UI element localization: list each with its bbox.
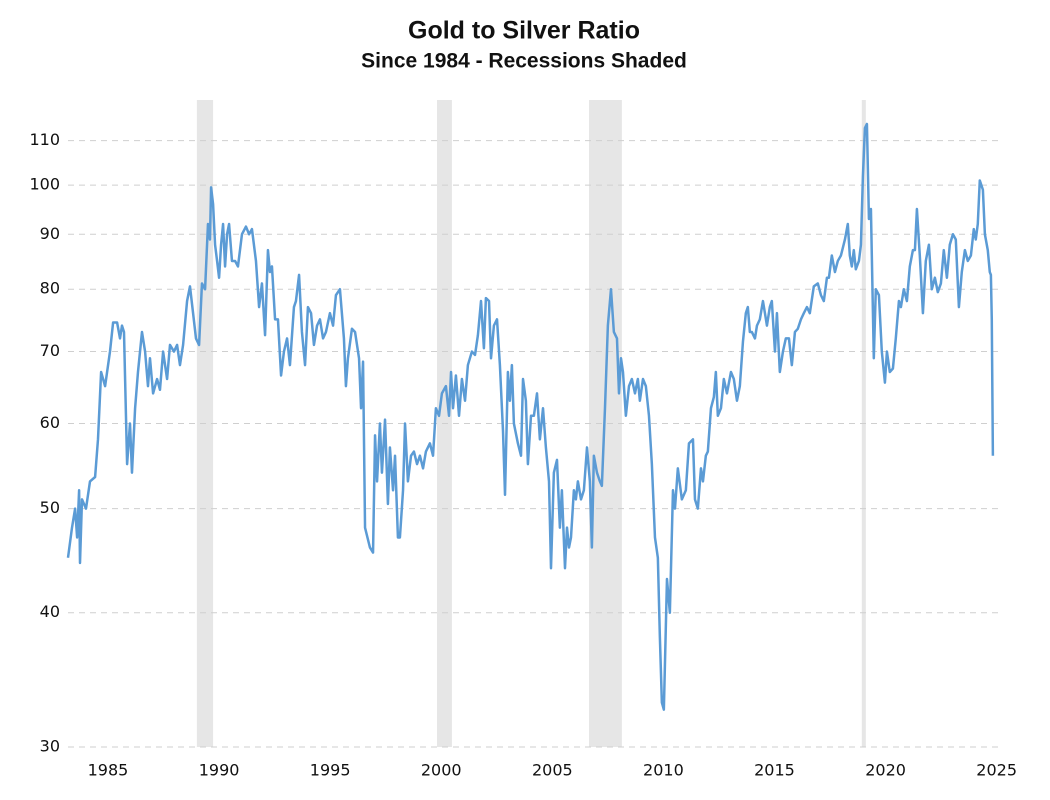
y-tick-label: 90 [40,224,60,243]
x-tick-label: 1995 [310,761,351,780]
y-tick-label: 110 [29,130,60,149]
y-tick-label: 60 [40,413,60,432]
x-tick-label: 1990 [199,761,240,780]
chart-title: Gold to Silver Ratio [408,17,640,45]
y-tick-label: 40 [40,602,60,621]
y-tick-label: 80 [40,279,60,298]
y-tick-label: 30 [40,737,60,756]
y-tick-label: 50 [40,498,60,517]
y-tick-label: 100 [29,175,60,194]
x-tick-label: 2000 [421,761,462,780]
x-tick-label: 2010 [643,761,684,780]
x-tick-label: 2025 [976,761,1017,780]
chart-subtitle: Since 1984 - Recessions Shaded [361,50,687,73]
x-tick-label: 2020 [865,761,906,780]
data-line [66,122,995,711]
x-tick-label: 2015 [754,761,795,780]
x-tick-label: 1985 [88,761,129,780]
y-tick-label: 70 [40,341,60,360]
x-tick-label: 2005 [532,761,573,780]
